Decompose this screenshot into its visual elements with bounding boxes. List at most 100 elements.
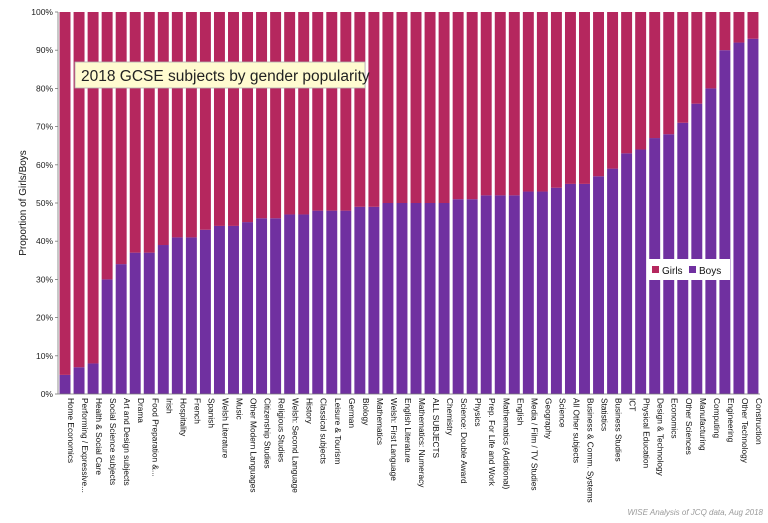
chart-title-box: 2018 GCSE subjects by gender popularity bbox=[74, 61, 370, 89]
bar-boys bbox=[747, 38, 759, 395]
bar-girls bbox=[228, 12, 239, 226]
category-label: Leisure & Tourism bbox=[333, 398, 343, 464]
bar-girls bbox=[298, 12, 310, 215]
bar-boys bbox=[635, 149, 647, 394]
category-label: Design & Technology bbox=[656, 398, 666, 477]
bar-girls bbox=[270, 12, 282, 219]
bar-girls bbox=[340, 12, 352, 211]
bar-boys bbox=[87, 363, 99, 394]
bar-girls bbox=[424, 12, 436, 203]
category-label: Business & Comm. Systems bbox=[586, 398, 596, 503]
category-label: Art and Design subjects bbox=[122, 398, 132, 486]
bar-girls bbox=[522, 12, 534, 192]
bar-girls bbox=[579, 12, 590, 184]
y-axis-title: Proportion of Girls/Boys bbox=[18, 150, 29, 256]
bar-boys bbox=[438, 203, 450, 394]
category-label: Welsh Literature bbox=[220, 398, 230, 459]
x-axis-categories: Home Economics Performing / Expressive...… bbox=[66, 398, 764, 503]
y-tick-label: 50% bbox=[36, 198, 53, 208]
bar-boys bbox=[579, 183, 590, 394]
bar-girls bbox=[382, 12, 394, 203]
bar-girls bbox=[101, 12, 113, 280]
category-label: English bbox=[515, 398, 525, 426]
y-tick-label: 30% bbox=[36, 274, 53, 284]
bar-boys bbox=[143, 252, 155, 394]
bar-girls bbox=[593, 12, 605, 177]
legend-swatch-boys bbox=[689, 266, 696, 273]
category-label: Construction bbox=[754, 398, 764, 445]
category-label: Classical subjects bbox=[319, 398, 329, 464]
category-label: ALL SUBJECTS bbox=[431, 398, 441, 459]
bar-boys bbox=[129, 252, 141, 394]
category-label: Spanish bbox=[206, 398, 216, 428]
y-tick-label: 60% bbox=[36, 160, 53, 170]
category-label: Science: Double Award bbox=[459, 398, 469, 484]
y-tick-label: 90% bbox=[36, 45, 53, 55]
category-label: Home Economics bbox=[66, 398, 76, 463]
legend-swatch-girls bbox=[652, 266, 659, 273]
bar-boys bbox=[270, 218, 282, 394]
legend-label-girls: Girls bbox=[662, 266, 683, 277]
category-label: Other Technology bbox=[740, 398, 750, 464]
bar-boys bbox=[382, 203, 394, 394]
bar-boys bbox=[466, 199, 478, 394]
bar-girls bbox=[494, 12, 506, 196]
bar-girls bbox=[326, 12, 338, 211]
category-label: ICT bbox=[628, 398, 638, 411]
bar-boys bbox=[691, 103, 703, 395]
bar-boys bbox=[228, 225, 239, 394]
bar-boys bbox=[354, 206, 366, 394]
bar-boys bbox=[185, 237, 197, 394]
bar-boys bbox=[480, 195, 492, 394]
bar-boys bbox=[522, 191, 534, 394]
bar-boys bbox=[719, 50, 731, 394]
bar-girls bbox=[73, 12, 85, 368]
bar-girls bbox=[396, 12, 408, 203]
bar-boys bbox=[593, 176, 605, 394]
bar-boys bbox=[368, 206, 380, 394]
category-label: Biology bbox=[361, 398, 371, 426]
bar-girls bbox=[663, 12, 675, 135]
category-label: Science bbox=[557, 398, 567, 428]
bar-boys bbox=[157, 245, 169, 394]
bar-boys bbox=[298, 214, 310, 394]
bar-girls bbox=[312, 12, 324, 211]
category-label: Physics bbox=[473, 398, 483, 427]
legend-label-boys: Boys bbox=[699, 266, 721, 277]
category-label: Irish bbox=[164, 398, 174, 414]
legend: Girls Boys bbox=[648, 259, 730, 280]
category-label: Religious Studies bbox=[277, 398, 287, 462]
y-tick-label: 80% bbox=[36, 83, 53, 93]
y-tick-label: 20% bbox=[36, 313, 53, 323]
bar-boys bbox=[284, 214, 296, 394]
bar-girls bbox=[677, 12, 689, 123]
bar-girls bbox=[607, 12, 619, 169]
bar-boys bbox=[508, 195, 520, 394]
bar-boys bbox=[242, 222, 254, 394]
bar-girls bbox=[199, 12, 211, 230]
bar-girls bbox=[87, 12, 99, 364]
bar-girls bbox=[171, 12, 183, 238]
category-label: Welsh: Second Language bbox=[291, 398, 301, 493]
bar-boys bbox=[59, 374, 71, 394]
bar-girls bbox=[410, 12, 422, 203]
source-note: WISE Analysis of JCQ data, Aug 2018 bbox=[628, 508, 764, 517]
category-label: Mathematics bbox=[375, 398, 385, 445]
bar-girls bbox=[157, 12, 169, 246]
bar-boys bbox=[326, 210, 338, 394]
bar-girls bbox=[284, 12, 296, 215]
category-label: Engineering bbox=[726, 398, 736, 443]
chart-title: 2018 GCSE subjects by gender popularity bbox=[81, 68, 370, 85]
bar-girls bbox=[705, 12, 717, 89]
category-label: English Literature bbox=[403, 398, 413, 463]
bar-girls bbox=[621, 12, 633, 154]
bar-girls bbox=[536, 12, 548, 192]
bar-girls bbox=[466, 12, 478, 200]
bar-girls bbox=[256, 12, 268, 219]
bar-girls bbox=[368, 12, 380, 207]
bar-boys bbox=[115, 264, 127, 394]
category-label: Economics bbox=[670, 398, 680, 439]
category-label: Prep. For Life and Work bbox=[487, 398, 497, 487]
bar-boys bbox=[452, 199, 464, 394]
